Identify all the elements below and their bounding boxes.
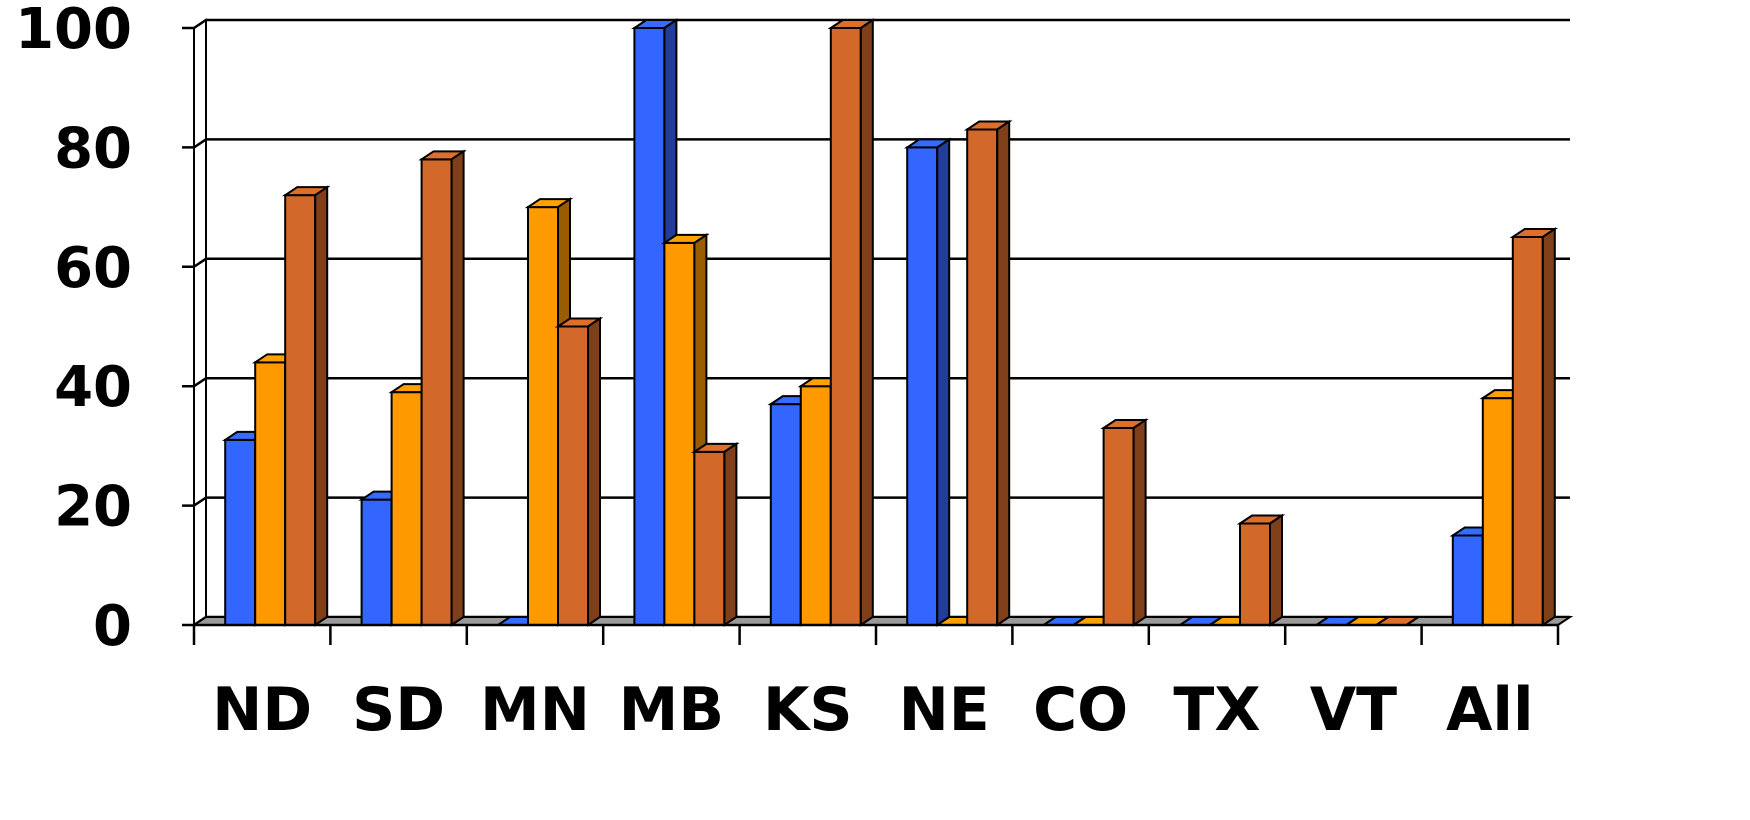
x-tick-label: SD	[352, 675, 445, 745]
y-tick-label: 60	[54, 236, 132, 301]
bar	[827, 18, 877, 627]
gridline	[182, 376, 1570, 388]
x-tick-label: ND	[212, 675, 312, 745]
x-tick-label: VT	[1310, 675, 1397, 745]
bar	[281, 185, 331, 627]
gridline	[182, 138, 1570, 149]
gridline	[182, 18, 1570, 30]
x-tick-label: KS	[763, 675, 853, 745]
y-tick-label: 20	[54, 475, 132, 540]
bar	[963, 119, 1013, 627]
x-tick-label: MB	[619, 675, 724, 745]
y-tick-label: 80	[54, 116, 132, 181]
bar	[1236, 513, 1286, 627]
y-axis-tick-labels: 0 20 40 60 80 100	[15, 0, 132, 659]
x-axis-category-labels: ND SD MN MB KS NE CO TX VT All	[212, 675, 1533, 745]
y-tick-label: 100	[15, 0, 132, 62]
bar	[691, 442, 740, 627]
bar	[1100, 418, 1149, 627]
x-tick-label: MN	[480, 675, 590, 745]
bar	[1509, 227, 1559, 627]
x-tick-label: TX	[1173, 675, 1260, 745]
chart-back-wall	[193, 18, 207, 627]
gridline	[182, 496, 1570, 507]
bar	[418, 149, 467, 627]
axes	[192, 623, 1560, 645]
y-tick-label: 0	[93, 594, 132, 659]
x-tick-label: NE	[899, 675, 990, 745]
x-tick-label: All	[1446, 675, 1534, 745]
gridline	[182, 257, 1570, 269]
x-tick-label: CO	[1033, 675, 1128, 745]
bar	[903, 137, 953, 627]
bar	[554, 316, 604, 627]
y-tick-label: 40	[54, 355, 132, 420]
bars	[221, 18, 1559, 627]
left-wall	[193, 18, 207, 627]
